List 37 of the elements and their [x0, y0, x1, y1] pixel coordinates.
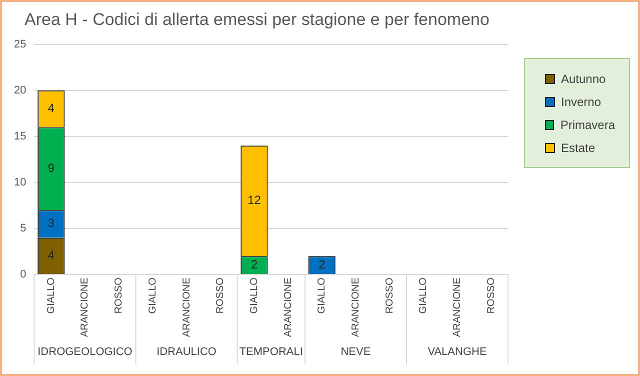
data-label: 2: [318, 257, 326, 272]
text: IDROGEOLOGICO: [38, 346, 133, 358]
text: IDRAULICO: [156, 346, 217, 358]
y-tick-label: 10: [14, 176, 26, 189]
x-tick-label: ARANCIONE: [452, 277, 463, 337]
legend-label: Primavera: [560, 118, 615, 132]
data-label: 3: [48, 216, 55, 230]
x-tick-label: ARANCIONE: [181, 277, 192, 337]
x-tick-label: ROSSO: [215, 277, 226, 314]
x-tick-label: ARANCIONE: [80, 277, 91, 337]
data-label: 2: [250, 257, 258, 272]
x-tick-label: GIALLO: [46, 277, 57, 314]
y-tick-label: 20: [14, 84, 26, 96]
x-tick-label: GIALLO: [248, 277, 260, 314]
x-tick-label: ROSSO: [114, 277, 125, 314]
x-tick-label: GIALLO: [147, 277, 158, 314]
y-tick-label: 25: [14, 38, 26, 50]
data-label: 12: [248, 193, 262, 208]
x-tick-label: ROSSO: [486, 277, 497, 314]
chart-title: Area H - Codici di allerta emessi per stagione e per fenomeno: [24, 10, 490, 29]
y-tick-label: 0: [20, 268, 26, 281]
legend-label: Estate: [561, 140, 596, 154]
x-tick-label: GIALLO: [418, 277, 430, 314]
data-label: 9: [48, 160, 55, 175]
legend-label: Inverno: [561, 94, 602, 108]
text: NEVE: [340, 346, 371, 358]
x-tick-label: ROSSO: [384, 277, 396, 314]
x-tick-label: ARANCIONE: [350, 277, 362, 337]
y-tick-label: 5: [20, 222, 26, 235]
data-label: 4: [48, 248, 55, 262]
legend-label: Autunno: [561, 72, 606, 86]
text: VALANGHE: [428, 346, 487, 358]
y-tick-label: 15: [14, 130, 26, 142]
x-tick-label: ARANCIONE: [282, 277, 294, 337]
text: TEMPORALI: [239, 346, 303, 358]
data-label: 4: [48, 101, 55, 116]
x-tick-label: GIALLO: [316, 277, 328, 314]
